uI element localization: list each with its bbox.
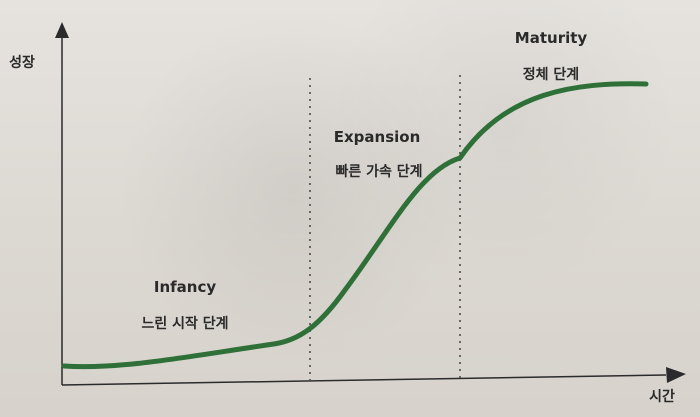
phase-expansion-subtitle: 빠른 가속 단계 bbox=[335, 163, 422, 180]
phase-dividers bbox=[309, 75, 461, 382]
phase-maturity-title: Maturity bbox=[515, 29, 588, 47]
y-axis-label: 성장 bbox=[9, 54, 35, 71]
x-axis-label: 시간 bbox=[649, 388, 675, 405]
phase-expansion-title: Expansion bbox=[334, 128, 421, 146]
phase-infancy-subtitle: 느린 시작 단계 bbox=[141, 315, 228, 332]
growth-curve bbox=[61, 81, 649, 370]
x-axis-line bbox=[61, 374, 667, 386]
phase-infancy-title: Infancy bbox=[154, 278, 216, 296]
axes bbox=[55, 22, 686, 386]
phase-maturity-subtitle: 정체 단계 bbox=[523, 66, 579, 83]
y-axis-arrow-icon bbox=[55, 22, 69, 38]
x-axis-arrow-icon bbox=[666, 367, 686, 383]
